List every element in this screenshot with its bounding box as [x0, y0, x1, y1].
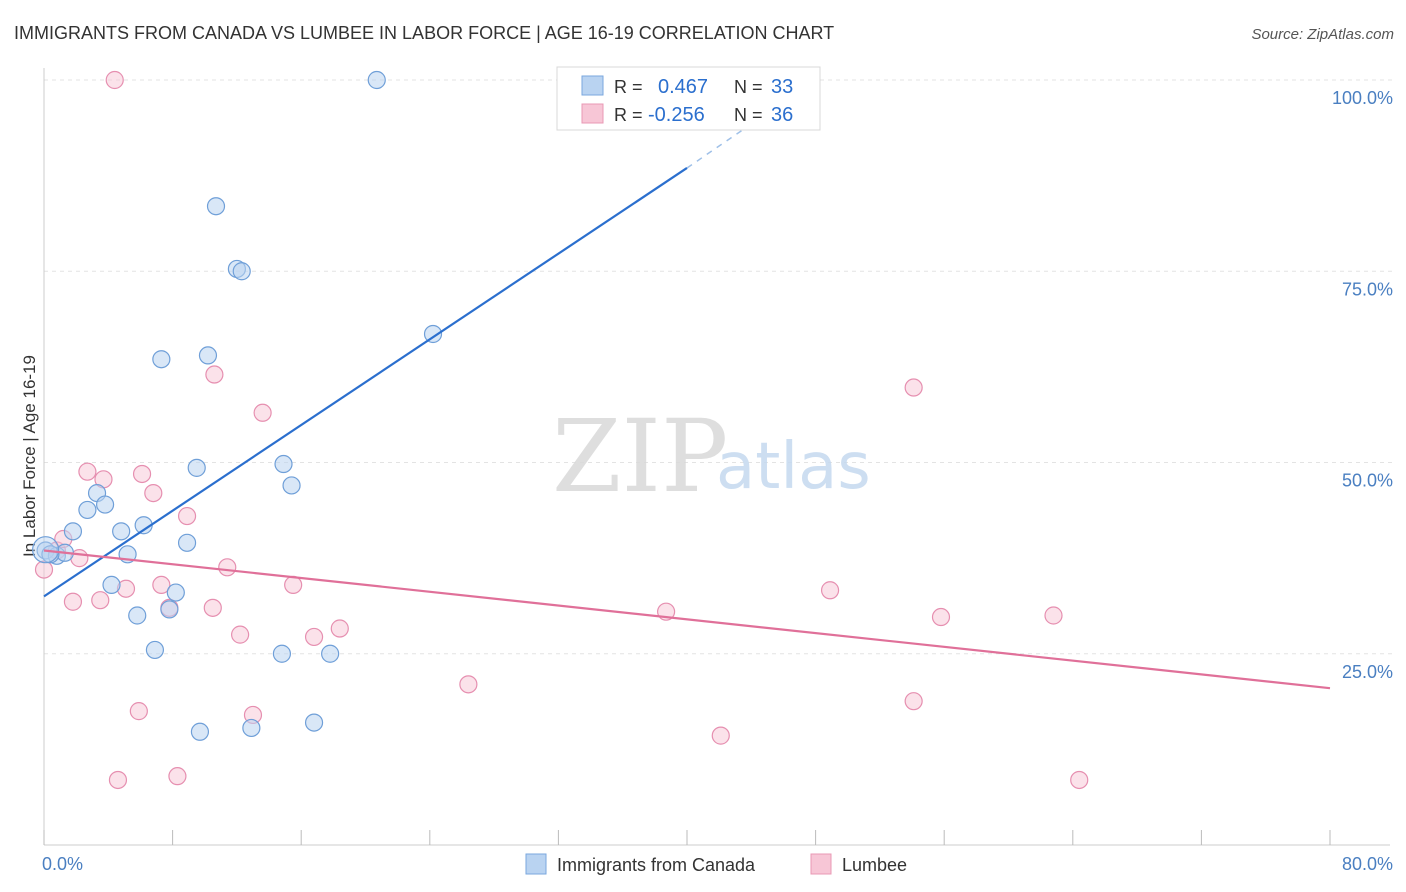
canada-point: [166, 583, 185, 602]
lumbee-point: [904, 692, 923, 711]
legend-r-value-2: -0.256: [648, 104, 705, 126]
canada-point: [63, 522, 83, 541]
canada-point: [232, 262, 251, 281]
canada-points: [32, 70, 584, 741]
x-tick-label: 0.0%: [42, 854, 83, 874]
lumbee-point: [231, 625, 250, 644]
canada-point: [272, 644, 292, 663]
canada-point: [304, 713, 324, 732]
canada-point: [177, 533, 197, 552]
watermark: ZIP atlas: [552, 398, 871, 515]
lumbee-point: [78, 462, 97, 481]
legend-n-value-1: 33: [771, 76, 793, 98]
y-tick-label: 100.0%: [1332, 88, 1393, 108]
lumbee-point: [203, 598, 222, 617]
legend-n-label-1: N =: [734, 77, 763, 97]
canada-point: [282, 476, 301, 495]
lumbee-point: [330, 619, 349, 638]
y-axis-label: In Labor Force | Age 16-19: [20, 355, 39, 557]
lumbee-point: [34, 560, 54, 579]
lumbee-point: [218, 558, 237, 577]
x-tick-label: 80.0%: [1342, 854, 1393, 874]
x-axis-ticks: [43, 830, 1331, 845]
legend-n-label-2: N =: [734, 105, 763, 125]
lumbee-point: [459, 675, 478, 694]
y-tick-label: 75.0%: [1342, 279, 1393, 299]
trendlines: [43, 79, 1331, 690]
canada-point: [145, 640, 165, 660]
lumbee-point: [63, 592, 83, 611]
lumbee-point: [177, 506, 197, 526]
gridlines: [44, 79, 1392, 655]
bottom-legend-label-lumbee: Lumbee: [842, 855, 907, 875]
lumbee-point: [1044, 606, 1063, 625]
legend-r-label-1: R =: [614, 77, 643, 97]
chart-title: IMMIGRANTS FROM CANADA VS LUMBEE IN LABO…: [14, 23, 834, 43]
chart-source: Source: ZipAtlas.com: [1251, 26, 1394, 43]
bottom-legend-swatch-lumbee: [810, 853, 832, 875]
legend-swatch-lumbee: [581, 103, 604, 124]
series-legend: Immigrants from Canada Lumbee: [525, 853, 907, 875]
lumbee-point: [820, 581, 840, 600]
lumbee-trendline: [43, 549, 1331, 690]
canada-point: [190, 722, 210, 741]
canada-point: [206, 197, 226, 216]
canada-point: [274, 454, 293, 474]
canada-point: [152, 350, 171, 369]
canada-point: [78, 500, 97, 520]
canada-point: [367, 70, 386, 90]
legend-r-label-2: R =: [614, 105, 643, 125]
lumbee-point: [253, 403, 272, 422]
canada-point: [187, 458, 206, 477]
lumbee-point: [129, 702, 148, 721]
canada-point: [95, 495, 115, 514]
lumbee-point: [105, 70, 124, 90]
lumbee-point: [132, 464, 152, 484]
lumbee-point: [284, 575, 303, 595]
lumbee-point: [304, 627, 324, 647]
lumbee-point: [904, 378, 923, 397]
canada-point: [160, 600, 179, 619]
lumbee-point: [108, 770, 128, 790]
canada-point: [321, 644, 340, 663]
canada-trendline: [43, 167, 688, 598]
lumbee-point: [152, 575, 171, 595]
canada-point: [242, 718, 261, 738]
canada-point: [112, 522, 131, 541]
y-tick-label: 25.0%: [1342, 662, 1393, 682]
legend-n-value-2: 36: [771, 104, 793, 126]
bottom-legend-label-canada: Immigrants from Canada: [557, 855, 756, 875]
lumbee-point: [144, 484, 163, 503]
watermark-atlas: atlas: [716, 430, 871, 504]
x-axis-tick-labels: 0.0% 80.0%: [42, 854, 1393, 874]
lumbee-point: [711, 726, 730, 745]
canada-point: [102, 575, 121, 595]
bottom-legend-swatch-canada: [525, 853, 547, 875]
lumbee-point: [168, 767, 187, 786]
legend-swatch-canada: [581, 75, 604, 96]
lumbee-point: [205, 365, 224, 384]
lumbee-point: [91, 591, 110, 610]
legend-r-value-1: 0.467: [658, 76, 708, 98]
y-tick-label: 50.0%: [1342, 471, 1393, 491]
canada-point: [198, 346, 218, 365]
canada-point: [423, 324, 443, 344]
stats-legend: R = 0.467 N = 33 R = -0.256 N = 36: [556, 66, 821, 131]
y-axis-tick-labels: 100.0% 75.0% 50.0% 25.0%: [1332, 88, 1393, 682]
lumbee-point: [1070, 770, 1089, 790]
canada-point: [128, 606, 147, 625]
lumbee-point: [931, 607, 951, 627]
watermark-zip: ZIP: [552, 398, 728, 515]
